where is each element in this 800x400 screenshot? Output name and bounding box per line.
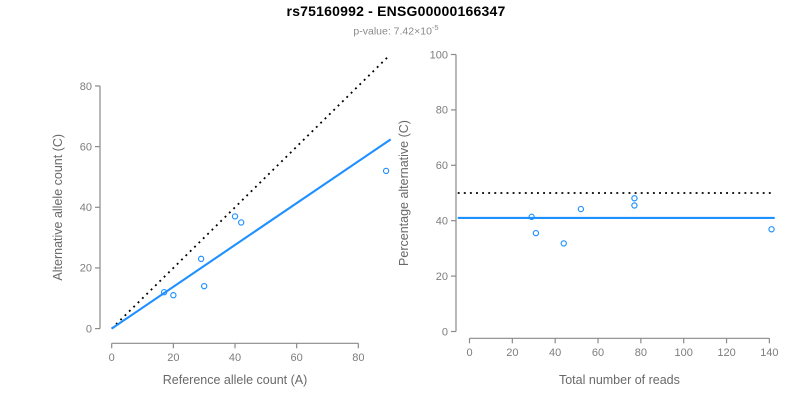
data-point [201,282,208,290]
x-tick-label: 80 [635,347,647,359]
pvalue-label: p-value: 7.42×10 [353,25,432,38]
y-tick-label: 60 [80,141,92,153]
data-point [631,195,638,202]
x-tick-label: 80 [352,352,364,364]
data-point [560,240,567,247]
data-point [238,219,245,226]
x-tick-label: 60 [291,352,303,364]
y-tick-label: 0 [442,326,448,338]
data-point [577,205,585,213]
y-tick-label: 20 [80,263,92,275]
percentage-scatter-plot: 0 20 40 60 80 100 120 140 0 20 40 60 80 100 Total numb… [397,49,779,387]
pvalue-exponent: -5 [431,23,439,32]
x-tick-label: 40 [549,347,561,359]
data-point [768,226,775,233]
y-tick-label: 0 [86,323,92,335]
y-axis-label: Percentage alternative (C) [397,120,411,266]
data-point [197,255,205,263]
data-point [532,229,540,237]
x-tick-label: 40 [229,352,241,364]
x-tick-label: 20 [506,347,518,359]
data-point [528,213,535,220]
x-tick-label: 100 [675,347,693,359]
figure-subtitle: p-value: 7.42×10-5 [0,23,792,38]
x-tick-label: 120 [717,347,735,359]
y-axis-label: Alternative allele count (C) [51,134,65,281]
data-point [170,292,177,299]
x-axis-label: Total number of reads [559,373,680,387]
x-tick-label: 0 [466,347,472,359]
y-tick-label: 40 [436,216,448,228]
x-tick-label: 140 [760,347,778,359]
data-point [631,202,638,209]
data-point [160,289,168,296]
y-tick-label: 100 [430,49,448,61]
data-point [231,213,239,220]
y-tick-label: 80 [80,81,92,93]
fit-line [111,138,392,330]
y-tick-label: 60 [436,160,448,172]
y-tick-label: 40 [80,202,92,214]
counts-scatter-plot: 0 20 40 60 80 0 20 40 60 80 Reference allele count… [51,54,392,387]
x-axis-label: Reference allele count (A) [163,373,308,387]
figure-title: rs75160992 - ENSG00000166347 [286,3,506,19]
x-tick-label: 60 [592,347,604,359]
data-point [382,167,390,175]
x-tick-label: 0 [109,352,115,364]
y-tick-label: 20 [436,271,448,283]
y-tick-label: 80 [436,105,448,117]
identity-line [111,54,390,330]
x-tick-label: 20 [167,352,179,364]
